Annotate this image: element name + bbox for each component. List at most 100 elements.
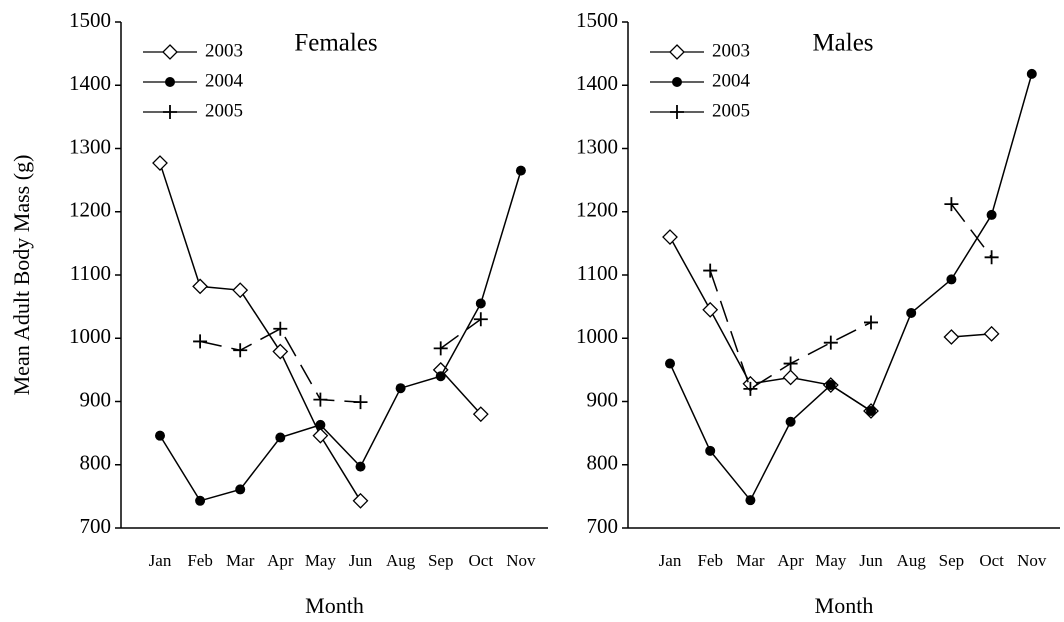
marker [353, 395, 368, 410]
marker [312, 427, 329, 444]
marker [275, 432, 286, 443]
marker [743, 381, 758, 396]
marker [272, 343, 289, 360]
x-tick-label: Aug [386, 551, 416, 570]
marker [984, 250, 999, 265]
marker [233, 343, 248, 358]
y-tick-label: 1500 [69, 8, 111, 32]
marker [192, 278, 209, 295]
x-tick-label: Mar [736, 551, 765, 570]
marker [232, 282, 249, 299]
marker [313, 392, 328, 407]
legend-label: 2003 [712, 40, 750, 61]
x-tick-label: Nov [1017, 551, 1047, 570]
marker [355, 461, 366, 472]
marker [825, 380, 836, 391]
marker [672, 77, 682, 87]
marker [163, 105, 177, 119]
marker [235, 484, 246, 495]
x-tick-label: May [305, 551, 337, 570]
y-tick-label: 1200 [576, 198, 618, 222]
marker [702, 301, 719, 318]
legend-label: 2003 [205, 40, 243, 61]
marker [864, 315, 878, 330]
marker [165, 77, 175, 87]
marker [475, 298, 486, 309]
marker [983, 325, 1000, 342]
marker [435, 371, 446, 382]
legend-label: 2005 [712, 100, 750, 121]
x-tick-label: Jun [859, 551, 883, 570]
y-tick-label: 1100 [70, 261, 111, 285]
x-tick-label: Sep [939, 551, 965, 570]
marker [669, 44, 685, 60]
marker [703, 263, 718, 278]
y-tick-label: 700 [80, 514, 112, 538]
y-tick-label: 700 [587, 514, 619, 538]
marker [395, 383, 406, 394]
marker [906, 307, 917, 318]
x-axis-label: Month [305, 593, 364, 618]
x-tick-label: Apr [777, 551, 804, 570]
legend-label: 2004 [205, 70, 244, 91]
marker [866, 405, 876, 416]
y-axis-label: Mean Adult Body Mass (g) [9, 155, 34, 396]
x-tick-label: Nov [506, 551, 536, 570]
x-tick-label: Aug [897, 551, 927, 570]
x-tick-label: Oct [979, 551, 1004, 570]
chart-title: Males [812, 30, 873, 57]
y-tick-label: 1400 [576, 71, 618, 95]
y-tick-label: 1300 [69, 134, 111, 158]
x-tick-label: Feb [697, 551, 723, 570]
y-tick-label: 800 [80, 451, 112, 475]
x-tick-label: Oct [469, 551, 494, 570]
marker [195, 495, 206, 506]
y-tick-label: 1000 [69, 324, 111, 348]
marker [515, 165, 526, 176]
marker [823, 335, 838, 350]
x-tick-label: May [815, 551, 847, 570]
x-tick-label: Sep [428, 551, 454, 570]
x-tick-label: Jan [149, 551, 172, 570]
y-tick-label: 1500 [576, 8, 618, 32]
y-tick-label: 1200 [69, 198, 111, 222]
marker [155, 430, 165, 441]
marker [783, 356, 798, 371]
marker [670, 105, 684, 119]
marker [162, 44, 178, 60]
y-tick-label: 1000 [576, 324, 618, 348]
series-line [159, 170, 522, 502]
marker [472, 406, 489, 423]
x-tick-label: Jun [349, 551, 373, 570]
chart-title: Females [294, 30, 377, 57]
y-tick-label: 900 [587, 387, 619, 411]
series-line [159, 162, 482, 502]
marker [473, 312, 488, 327]
marker [352, 492, 369, 509]
marker [273, 321, 288, 336]
marker [943, 329, 960, 345]
legend-label: 2005 [205, 100, 243, 121]
y-tick-label: 1100 [577, 261, 618, 285]
x-tick-label: Jan [659, 551, 682, 570]
series-line [199, 318, 482, 403]
x-tick-label: Mar [226, 551, 255, 570]
x-axis-label: Month [815, 593, 874, 618]
series-line [669, 73, 1033, 502]
marker [1026, 68, 1037, 79]
marker [705, 445, 716, 456]
marker [665, 358, 675, 369]
x-tick-label: Apr [267, 551, 294, 570]
y-tick-label: 800 [587, 451, 619, 475]
marker [193, 334, 208, 349]
marker [745, 495, 756, 506]
series-line [709, 203, 993, 390]
marker [662, 229, 678, 245]
legend-label: 2004 [712, 70, 751, 91]
marker [433, 341, 448, 356]
marker [152, 155, 168, 171]
marker [946, 274, 957, 285]
marker [785, 416, 796, 427]
